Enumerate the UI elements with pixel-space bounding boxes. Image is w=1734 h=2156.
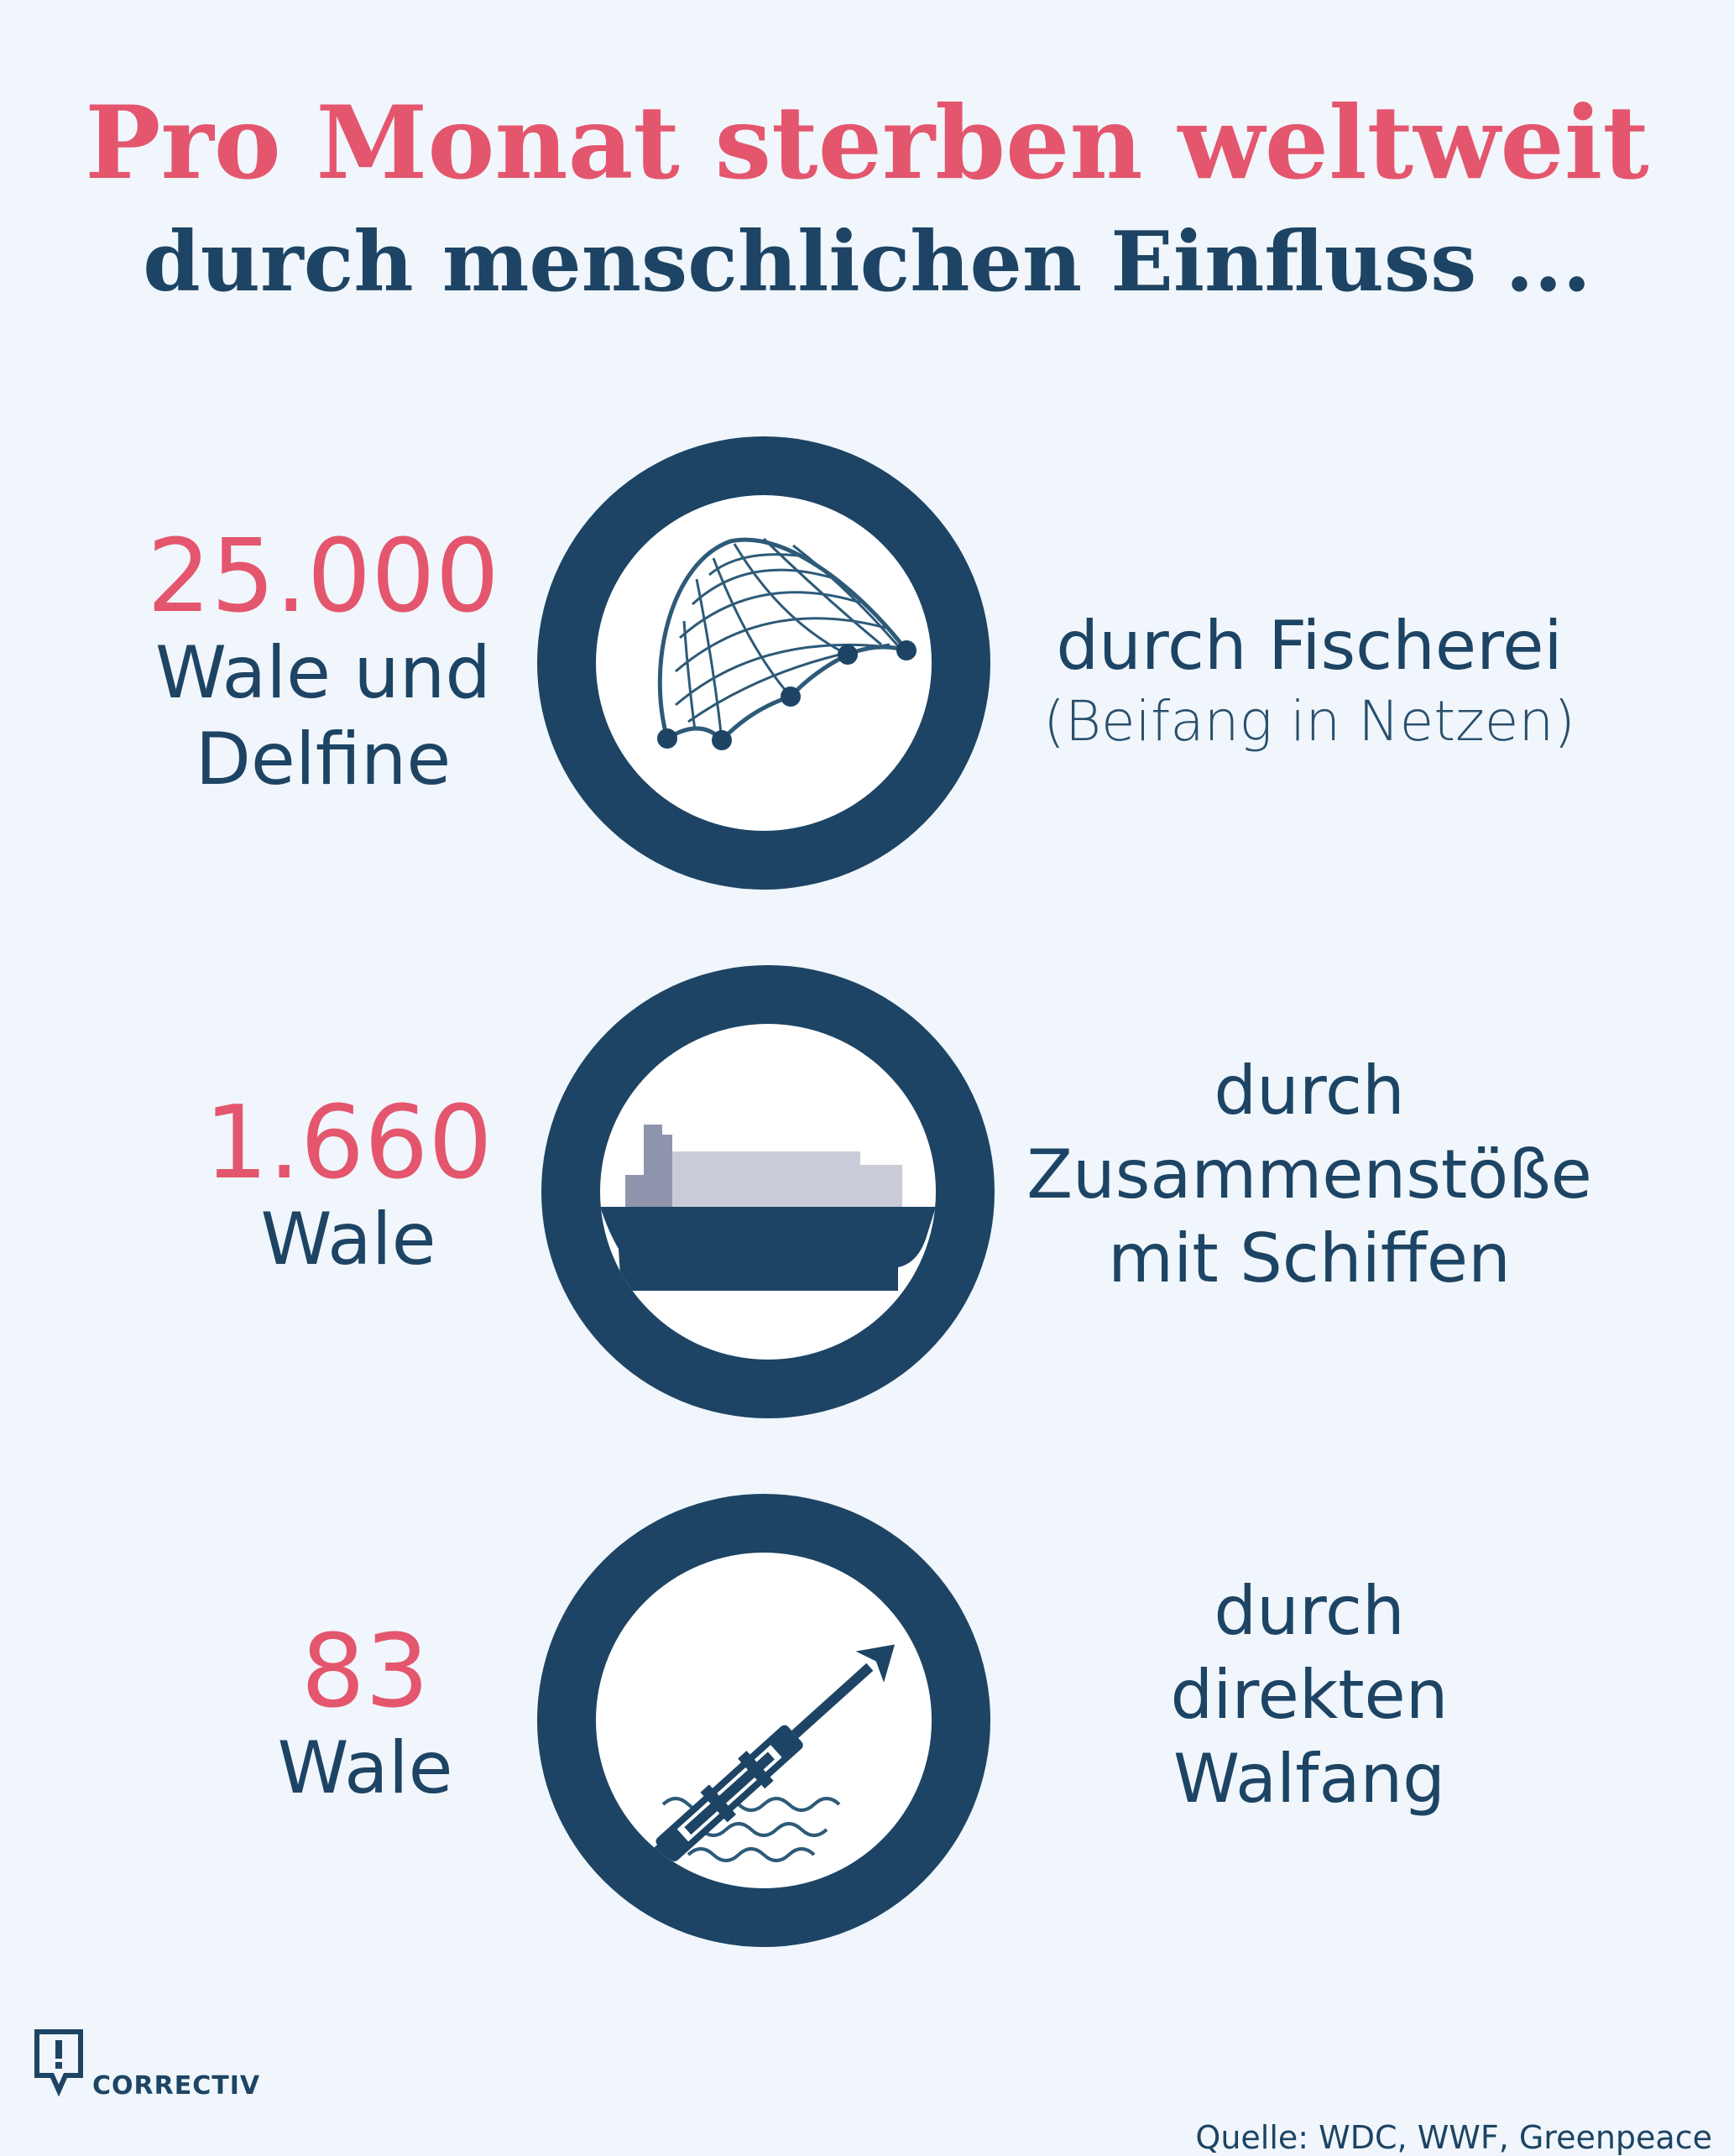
icon-ring [537,1494,990,1947]
source-note: Quelle: WDC, WWF, Greenpeace [1195,2119,1712,2156]
stat-value: 25.000 [147,519,499,635]
fishing-net-icon [657,537,917,750]
headline: Pro Monat sterben weltweit [85,84,1649,202]
icon-ring [537,436,990,890]
icon-disc [600,1024,936,1360]
icon-disc [596,1553,932,1888]
cause-block: durch Zusammenstöße mit Schiffen [990,1049,1628,1301]
correctiv-logo-icon [34,2029,83,2097]
harpoon-icon [645,1644,896,1871]
subheadline: durch menschlichen Einfluss ... [143,214,1591,311]
cause-line: direkten [1170,1656,1449,1734]
cause-detail: (Beifang in Netzen) [1043,689,1575,754]
stat-block: 25.000 Wale und Delfine [126,525,520,803]
cause-line: Zusammenstöße [1026,1135,1592,1214]
stat-label-line: Delfine [195,718,452,802]
cargo-ship-icon [600,1125,936,1291]
cause-line: mit Schiffen [1108,1219,1511,1297]
stat-label-line: Wale und [155,631,491,715]
cause-line: Walfang [1173,1740,1445,1818]
icon-disc [596,495,932,831]
cause-block: durch Fischerei (Beifang in Netzen) [990,604,1628,754]
logo-wordmark: CORRECTIV [92,2071,261,2101]
stat-block: 83 Wale [168,1620,562,1812]
cause-line: durch Fischerei [1056,607,1563,685]
stat-value: 1.660 [204,1085,493,1202]
icon-ring [541,965,995,1418]
cause-line: durch [1214,1052,1405,1130]
stat-label-line: Wale [277,1726,453,1810]
stat-block: 1.660 Wale [151,1091,546,1283]
cause-line: durch [1214,1572,1405,1650]
cause-block: durch direkten Walfang [990,1569,1628,1821]
stat-label-line: Wale [260,1198,436,1282]
stat-value: 83 [300,1614,430,1731]
